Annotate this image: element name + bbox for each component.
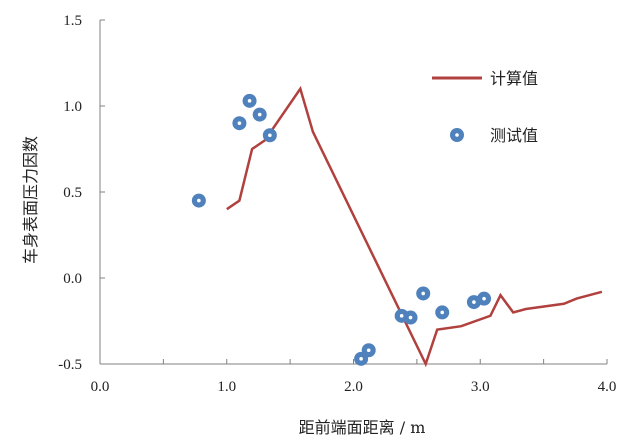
legend-label-calculated: 计算值	[490, 69, 538, 88]
marker-center	[359, 357, 363, 361]
data-point-measured	[252, 107, 267, 122]
x-tick-label: 1.0	[217, 379, 236, 395]
marker-center	[408, 315, 413, 320]
data-point-measured	[191, 193, 206, 208]
y-tick-label: 0.0	[63, 271, 82, 287]
data-point-measured	[242, 93, 257, 108]
legend-marker-swatch-dot	[455, 133, 459, 137]
data-point-measured	[262, 128, 277, 143]
series-layer	[191, 85, 603, 368]
data-point-measured	[361, 343, 376, 358]
y-tick-label: 1.5	[63, 13, 82, 29]
marker-center	[399, 314, 404, 318]
marker-center	[482, 296, 486, 301]
data-point-measured	[416, 286, 431, 301]
y-axis-title: 车身表面压力因数	[21, 136, 40, 264]
series-line-calculated	[226, 85, 603, 368]
marker-center	[197, 198, 201, 203]
marker-center	[257, 112, 262, 117]
marker-center	[268, 133, 272, 138]
x-axis-title: 距前端面距离 / m	[299, 418, 426, 437]
ticks: -0.5 0.0 0.5 1.0 1.5 0.0 1.0 2.0 3.0 4.0	[58, 13, 616, 395]
marker-center	[440, 310, 445, 315]
data-point-measured	[403, 310, 418, 325]
data-point-measured	[435, 305, 450, 320]
data-point-measured	[477, 291, 492, 306]
x-tick-label: 4.0	[598, 379, 617, 395]
y-tick-label: 0.5	[63, 185, 82, 201]
legend-label-measured: 测试值	[490, 126, 538, 145]
x-tick-label: 3.0	[471, 379, 490, 395]
legend: 计算值 测试值	[432, 69, 538, 145]
y-tick-label: -0.5	[58, 357, 82, 373]
marker-center	[237, 121, 242, 125]
marker-center	[247, 99, 252, 103]
data-point-measured	[232, 116, 247, 131]
marker-center	[366, 348, 371, 353]
x-tick-label: 2.0	[344, 379, 363, 395]
marker-center	[421, 291, 426, 296]
x-tick-label: 0.0	[91, 379, 110, 395]
marker-center	[472, 300, 476, 304]
y-tick-label: 1.0	[63, 99, 82, 115]
